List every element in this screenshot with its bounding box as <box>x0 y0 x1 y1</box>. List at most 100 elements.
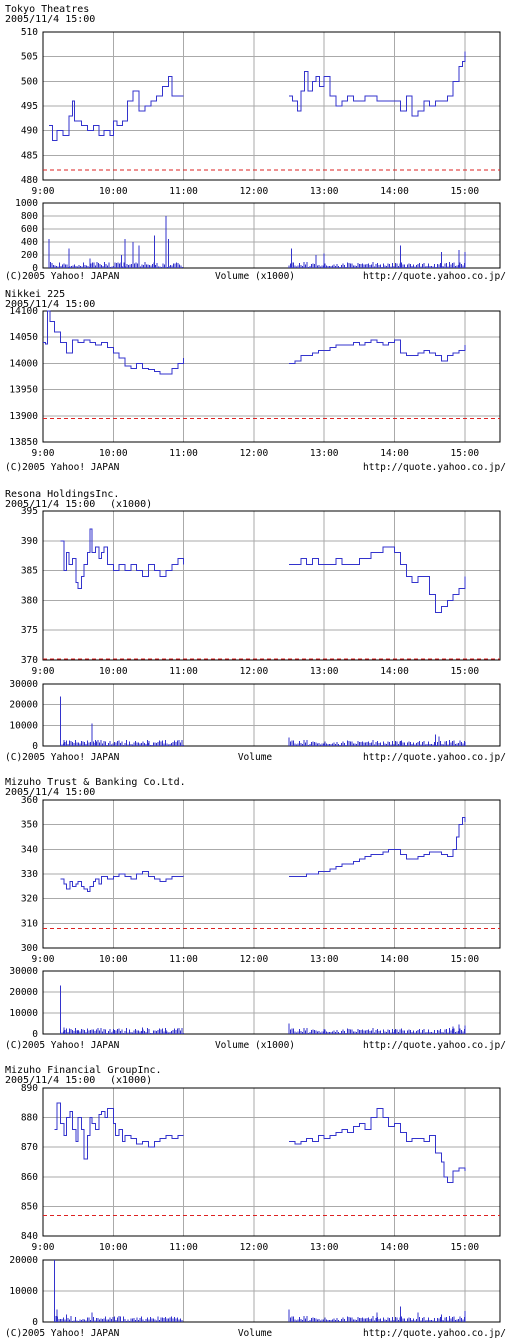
chart-title: Resona HoldingsInc. <box>5 489 119 500</box>
copyright-text: (C)2005 Yahoo! JAPAN <box>5 1328 120 1339</box>
x-tick-label: 15:00 <box>451 186 480 197</box>
price-line-morning <box>60 871 184 892</box>
source-url: http://quote.yahoo.co.jp/ <box>363 752 506 763</box>
chart-timestamp: 2005/11/4 15:00 <box>5 299 95 310</box>
x-tick-label: 14:00 <box>380 448 409 459</box>
x-tick-label: 11:00 <box>169 666 198 677</box>
price-y-tick: 890 <box>21 1083 38 1094</box>
chart-timestamp: 2005/11/4 15:00 <box>5 787 95 798</box>
price-y-tick: 375 <box>21 625 38 636</box>
price-y-tick: 300 <box>21 943 38 954</box>
volume-y-tick: 0 <box>32 1029 38 1040</box>
x-tick-label: 14:00 <box>380 1242 409 1253</box>
price-y-tick: 860 <box>21 1172 38 1183</box>
price-y-tick: 840 <box>21 1231 38 1242</box>
copyright-text: (C)2005 Yahoo! JAPAN <box>5 271 120 282</box>
chart-timestamp: 2005/11/4 15:00 <box>5 14 95 25</box>
volume-label: Volume <box>238 1328 273 1339</box>
price-line-afternoon <box>289 339 466 364</box>
chart-timestamp: 2005/11/4 15:00 <box>5 1075 95 1086</box>
chart-title: Nikkei 225 <box>5 289 65 300</box>
volume-y-tick: 200 <box>21 250 38 261</box>
x-tick-label: 13:00 <box>310 666 339 677</box>
volume-label: Volume (x1000) <box>215 1040 295 1051</box>
price-y-tick: 500 <box>21 76 38 87</box>
price-y-tick: 320 <box>21 894 38 905</box>
price-y-tick: 360 <box>21 795 38 806</box>
copyright-text: (C)2005 Yahoo! JAPAN <box>5 752 120 763</box>
x-tick-label: 11:00 <box>169 954 198 965</box>
price-y-tick: 480 <box>21 175 38 186</box>
x-tick-label: 11:00 <box>169 186 198 197</box>
volume-label: Volume (x1000) <box>215 271 295 282</box>
volume-frame <box>42 970 501 1035</box>
price-y-tick: 14000 <box>9 358 38 369</box>
x-tick-label: 13:00 <box>310 1242 339 1253</box>
source-url: http://quote.yahoo.co.jp/ <box>363 1040 506 1051</box>
price-line-morning <box>60 528 185 589</box>
volume-frame <box>42 202 501 269</box>
source-url: http://quote.yahoo.co.jp/ <box>363 1328 506 1339</box>
volume-y-tick: 600 <box>21 224 38 235</box>
x-tick-label: 9:00 <box>32 954 55 965</box>
x-tick-label: 10:00 <box>99 1242 128 1253</box>
x-tick-label: 15:00 <box>451 954 480 965</box>
price-y-tick: 485 <box>21 150 38 161</box>
volume-frame <box>42 1259 501 1323</box>
x-tick-label: 9:00 <box>32 1242 55 1253</box>
x-tick-label: 13:00 <box>310 954 339 965</box>
chart-title: Mizuho Financial GroupInc. <box>5 1065 162 1076</box>
x-tick-label: 12:00 <box>240 448 269 459</box>
chart-title: Mizuho Trust & Banking Co.Ltd. <box>5 777 186 788</box>
x-tick-label: 9:00 <box>32 186 55 197</box>
price-y-tick: 13950 <box>9 385 38 396</box>
price-y-tick: 870 <box>21 1142 38 1153</box>
price-y-tick: 370 <box>21 655 38 666</box>
volume-y-tick: 20000 <box>9 700 38 711</box>
volume-y-tick: 10000 <box>9 720 38 731</box>
price-line-afternoon <box>289 816 466 877</box>
volume-y-tick: 800 <box>21 211 38 222</box>
price-y-tick: 395 <box>21 506 38 517</box>
price-y-tick: 495 <box>21 101 38 112</box>
x-tick-label: 13:00 <box>310 448 339 459</box>
chart-timestamp: 2005/11/4 15:00 <box>5 499 95 510</box>
x-tick-label: 15:00 <box>451 666 480 677</box>
price-y-tick: 505 <box>21 52 38 63</box>
volume-y-tick: 0 <box>32 1317 38 1328</box>
price-frame <box>42 799 501 949</box>
chart-title: Tokyo Theatres <box>5 4 89 15</box>
price-y-tick: 510 <box>21 27 38 38</box>
price-y-tick: 385 <box>21 566 38 577</box>
source-url: http://quote.yahoo.co.jp/ <box>363 271 506 282</box>
price-y-tick: 340 <box>21 844 38 855</box>
unit-note: (x1000) <box>110 1075 152 1086</box>
x-tick-label: 14:00 <box>380 186 409 197</box>
x-tick-label: 10:00 <box>99 666 128 677</box>
price-line-morning <box>48 75 184 141</box>
volume-y-tick: 400 <box>21 237 38 248</box>
price-y-tick: 490 <box>21 126 38 137</box>
source-url: http://quote.yahoo.co.jp/ <box>363 462 506 473</box>
x-tick-label: 9:00 <box>32 666 55 677</box>
x-tick-label: 11:00 <box>169 1242 198 1253</box>
price-frame <box>42 310 501 443</box>
volume-y-tick: 30000 <box>9 679 38 690</box>
x-tick-label: 12:00 <box>240 186 269 197</box>
x-tick-label: 10:00 <box>99 448 128 459</box>
volume-frame <box>42 683 501 747</box>
price-y-tick: 350 <box>21 820 38 831</box>
x-tick-label: 9:00 <box>32 448 55 459</box>
x-tick-label: 14:00 <box>380 954 409 965</box>
volume-y-tick: 30000 <box>9 966 38 977</box>
volume-y-tick: 10000 <box>9 1286 38 1297</box>
price-y-tick: 14050 <box>9 332 38 343</box>
volume-y-tick: 20000 <box>9 1255 38 1266</box>
x-tick-label: 10:00 <box>99 954 128 965</box>
x-tick-label: 12:00 <box>240 1242 269 1253</box>
x-tick-label: 13:00 <box>310 186 339 197</box>
volume-y-tick: 1000 <box>15 198 38 209</box>
price-y-tick: 380 <box>21 595 38 606</box>
x-tick-label: 12:00 <box>240 666 269 677</box>
